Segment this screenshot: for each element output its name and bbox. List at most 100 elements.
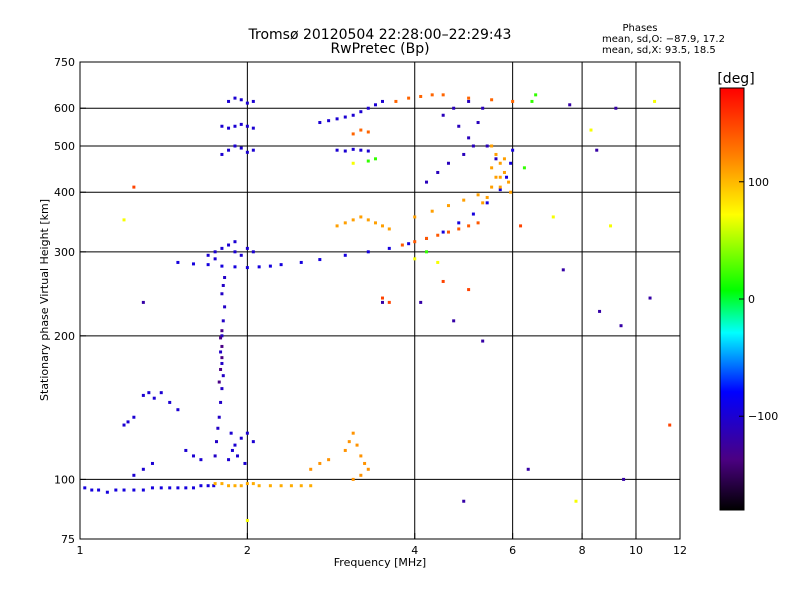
data-point <box>425 250 429 254</box>
x-tick-label: 4 <box>411 544 418 557</box>
data-point <box>227 126 231 130</box>
data-point <box>318 121 322 125</box>
data-point <box>251 99 255 103</box>
data-point <box>251 148 255 152</box>
data-point <box>574 499 578 503</box>
data-point <box>335 117 339 121</box>
x-tick-label: 12 <box>673 544 687 557</box>
data-point <box>366 149 370 153</box>
data-point <box>132 473 136 477</box>
data-point <box>299 260 303 264</box>
data-point <box>122 423 126 427</box>
x-tick-label: 10 <box>629 544 643 557</box>
colorbar-tick-label: −100 <box>748 410 778 423</box>
data-point <box>245 519 249 523</box>
data-point <box>622 477 626 481</box>
data-point <box>373 103 377 107</box>
x-axis: 1 2 4 6 8 10 12 <box>77 533 687 557</box>
data-point <box>239 253 243 257</box>
data-point <box>245 150 249 154</box>
data-point <box>212 484 216 488</box>
data-point <box>457 221 461 225</box>
data-point <box>191 454 195 458</box>
colorbar-tick-label: 0 <box>748 293 755 306</box>
data-point <box>430 209 434 213</box>
data-point <box>490 166 494 170</box>
data-point <box>122 488 126 492</box>
data-point <box>436 233 440 237</box>
data-point <box>485 195 489 199</box>
data-point <box>413 257 417 261</box>
data-point <box>230 448 234 452</box>
data-point <box>279 484 283 488</box>
data-point <box>214 440 218 444</box>
data-point <box>126 420 130 424</box>
data-point <box>327 119 331 123</box>
data-point <box>176 408 180 412</box>
data-point <box>216 426 220 430</box>
colorbar-tick-label: 100 <box>748 176 769 189</box>
data-point <box>251 482 255 486</box>
data-point <box>299 484 303 488</box>
data-point <box>318 461 322 465</box>
data-point <box>220 292 224 296</box>
data-point <box>220 344 224 348</box>
data-point <box>206 263 210 267</box>
data-point <box>199 484 203 488</box>
data-point <box>233 144 237 148</box>
stats-title: Phases <box>622 23 657 34</box>
data-point <box>251 440 255 444</box>
y-tick-label: 75 <box>61 533 75 546</box>
data-point <box>387 300 391 304</box>
data-point <box>598 309 602 313</box>
data-point <box>441 279 445 283</box>
data-point <box>239 98 243 102</box>
data-point <box>233 265 237 269</box>
data-point <box>213 250 217 254</box>
data-point <box>526 467 530 471</box>
data-point <box>355 443 359 447</box>
data-point <box>239 122 243 126</box>
data-point <box>309 467 313 471</box>
data-point <box>373 221 377 225</box>
data-point <box>105 490 109 494</box>
data-point <box>327 458 331 462</box>
data-point <box>462 198 466 202</box>
data-point <box>351 132 355 136</box>
data-point <box>184 448 188 452</box>
data-point <box>176 486 180 490</box>
data-point <box>498 175 502 179</box>
data-point <box>217 380 221 384</box>
data-point <box>318 258 322 262</box>
data-point <box>467 288 471 292</box>
data-point <box>233 250 237 254</box>
data-point <box>239 484 243 488</box>
data-point <box>168 486 172 490</box>
data-point <box>97 488 101 492</box>
data-point <box>245 482 249 486</box>
data-point <box>373 157 377 161</box>
data-point <box>522 166 526 170</box>
data-point <box>351 147 355 151</box>
data-point <box>335 148 339 152</box>
data-point <box>184 486 188 490</box>
data-point <box>245 101 249 105</box>
x-tick-label: 1 <box>77 544 84 557</box>
data-point <box>462 499 466 503</box>
data-point <box>220 482 224 486</box>
data-point <box>191 486 195 490</box>
data-point <box>511 99 515 103</box>
data-point <box>239 146 243 150</box>
x-axis-label: Frequency [MHz] <box>334 556 426 569</box>
data-point <box>481 201 485 205</box>
data-point <box>233 484 237 488</box>
data-point <box>366 218 370 222</box>
data-point <box>220 264 224 268</box>
data-point <box>366 159 370 163</box>
data-point <box>505 175 509 179</box>
data-point <box>509 161 513 165</box>
data-point <box>213 257 217 261</box>
data-point <box>462 152 466 156</box>
data-point <box>359 454 363 458</box>
